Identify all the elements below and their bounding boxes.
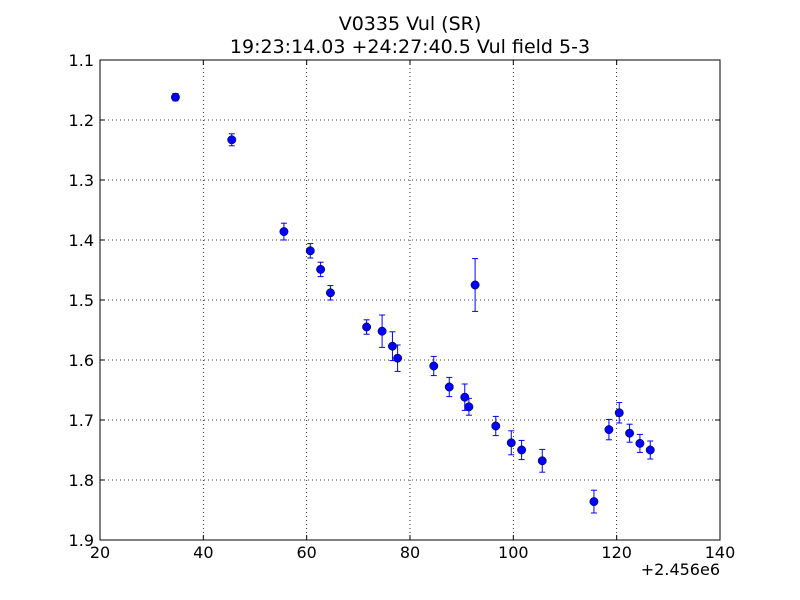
data-point-group	[170, 92, 180, 102]
data-point	[635, 438, 645, 448]
data-point	[517, 445, 527, 455]
y-tick-label: 1.3	[69, 171, 94, 190]
data-point-group	[645, 440, 655, 460]
chart-subtitle: 19:23:14.03 +24:27:40.5 Vul field 5-3	[230, 36, 590, 58]
data-point-group	[491, 415, 501, 437]
data-point-group	[625, 423, 635, 443]
data-point	[170, 92, 180, 102]
data-point-group	[279, 222, 289, 241]
data-point-group	[506, 430, 516, 456]
data-point-group	[429, 355, 439, 377]
data-point	[470, 280, 480, 290]
y-tick-label: 1.2	[69, 111, 94, 130]
data-point	[506, 438, 516, 448]
x-tick-label: 140	[705, 543, 736, 562]
data-point	[279, 227, 289, 237]
data-point-group	[444, 376, 454, 398]
data-point-group	[635, 433, 645, 453]
x-tick-label: 100	[498, 543, 529, 562]
data-point	[491, 421, 501, 431]
data-point	[589, 497, 599, 507]
data-point	[645, 445, 655, 455]
data-point-group	[604, 418, 614, 441]
data-point	[393, 353, 403, 363]
data-point	[444, 382, 454, 392]
data-point-group	[589, 489, 599, 514]
data-point	[377, 326, 387, 336]
x-tick-label: 80	[400, 543, 420, 562]
data-point	[537, 456, 547, 466]
data-point-group	[387, 331, 397, 362]
data-point	[305, 246, 315, 256]
data-point-group	[305, 243, 315, 259]
data-point	[614, 408, 624, 418]
data-point-group	[537, 448, 547, 473]
y-tick-label: 1.6	[69, 351, 94, 370]
chart-title: V0335 Vul (SR)	[339, 13, 482, 35]
y-tick-label: 1.4	[69, 231, 94, 250]
x-tick-label: 120	[601, 543, 632, 562]
data-point	[387, 341, 397, 351]
x-tick-label: 40	[193, 543, 213, 562]
data-point-group	[470, 258, 480, 312]
data-point	[625, 428, 635, 438]
data-point-group	[464, 397, 474, 416]
y-tick-label: 1.9	[69, 531, 94, 550]
data-point	[604, 425, 614, 435]
data-point-group	[362, 319, 372, 335]
data-marks	[170, 92, 655, 514]
data-point	[464, 402, 474, 412]
data-point-group	[377, 314, 387, 348]
data-point	[325, 288, 335, 298]
y-tick-label: 1.5	[69, 291, 94, 310]
x-offset-label: +2.456e6	[641, 560, 720, 579]
ticks: 20 40 60 80 100 120 140 1.1 1.2 1.3 1.4 1.5 1.6 1.7 1.…	[69, 51, 736, 562]
y-tick-label: 1.8	[69, 471, 94, 490]
y-tick-label: 1.1	[69, 51, 94, 70]
x-tick-label: 20	[90, 543, 110, 562]
data-point	[460, 392, 470, 402]
data-point	[316, 264, 326, 274]
x-tick-label: 60	[296, 543, 316, 562]
data-point-group	[325, 285, 335, 301]
data-point	[429, 361, 439, 371]
data-point-group	[614, 402, 624, 424]
data-point	[362, 322, 372, 332]
data-point-group	[393, 344, 403, 372]
plot-frame	[99, 59, 721, 541]
data-point	[227, 135, 237, 145]
data-point-group	[227, 133, 237, 147]
data-point-group	[316, 261, 326, 278]
data-point-group	[517, 439, 527, 461]
y-tick-label: 1.7	[69, 411, 94, 430]
grid	[100, 60, 720, 540]
